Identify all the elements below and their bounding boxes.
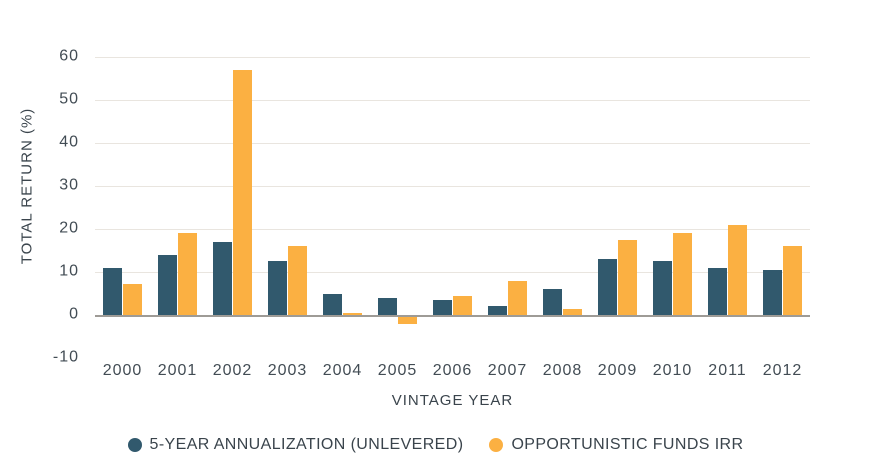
bar-2006-unlevered <box>433 299 452 315</box>
y-tick-label-30: 30 <box>59 176 79 194</box>
bar-2011-irr <box>728 224 747 315</box>
bar-2004-irr <box>343 312 362 315</box>
x-tick-label-2002: 2002 <box>212 362 253 379</box>
y-tick-label-40: 40 <box>59 133 79 151</box>
legend-dot-irr-icon <box>489 438 504 452</box>
bar-2006-irr <box>453 296 472 315</box>
x-tick-label-2006: 2006 <box>432 362 473 379</box>
gridline-30 <box>95 186 810 187</box>
legend-item-unlevered: 5-YEAR ANNUALIZATION (UNLEVERED) <box>127 436 464 454</box>
legend-label-irr: OPPORTUNISTIC FUNDS IRR <box>511 436 744 453</box>
x-tick-label-2009: 2009 <box>597 362 638 379</box>
bar-2002-irr <box>233 69 252 315</box>
bar-2008-unlevered <box>543 289 562 315</box>
y-tick-label-10: 10 <box>59 262 79 280</box>
gridline-0 <box>95 315 810 317</box>
y-tick-label-0: 0 <box>69 305 79 323</box>
bar-2011-unlevered <box>708 267 727 315</box>
x-tick-label-2008: 2008 <box>542 362 583 379</box>
bar-2012-irr <box>783 246 802 315</box>
bar-2005-irr <box>398 315 417 324</box>
bar-2001-irr <box>178 233 197 315</box>
bar-2002-unlevered <box>213 241 232 315</box>
legend-item-irr: OPPORTUNISTIC FUNDS IRR <box>489 436 743 454</box>
x-tick-label-2010: 2010 <box>652 362 693 379</box>
x-tick-label-2001: 2001 <box>157 362 198 379</box>
gridline-20 <box>95 229 810 230</box>
gridline-50 <box>95 100 810 101</box>
legend-dot-unlevered-icon <box>127 438 142 452</box>
x-tick-label-2007: 2007 <box>487 362 528 379</box>
bar-2000-irr <box>123 284 142 315</box>
bar-2012-unlevered <box>763 269 782 315</box>
y-tick-label-50: 50 <box>59 90 79 108</box>
x-tick-label-2000: 2000 <box>102 362 143 379</box>
y-tick-label-20: 20 <box>59 219 79 237</box>
y-tick-label-60: 60 <box>59 47 79 65</box>
bar-2007-irr <box>508 280 527 315</box>
gridline-10 <box>95 272 810 273</box>
bar-2003-irr <box>288 246 307 315</box>
y-tick-label--10: -10 <box>52 348 79 366</box>
bar-2000-unlevered <box>103 267 122 315</box>
x-tick-label-2004: 2004 <box>322 362 363 379</box>
x-axis-title: VINTAGE YEAR <box>391 392 514 409</box>
bar-2010-irr <box>673 233 692 315</box>
gridline-60 <box>95 57 810 58</box>
y-axis-title: TOTAL RETURN (%) <box>18 107 36 265</box>
x-tick-label-2005: 2005 <box>377 362 418 379</box>
bar-2010-unlevered <box>653 261 672 315</box>
bar-2003-unlevered <box>268 261 287 315</box>
bar-2008-irr <box>563 309 582 315</box>
gridline-40 <box>95 143 810 144</box>
bar-2004-unlevered <box>323 293 342 315</box>
x-tick-label-2003: 2003 <box>267 362 308 379</box>
x-tick-label-2011: 2011 <box>708 362 747 379</box>
legend-label-unlevered: 5-YEAR ANNUALIZATION (UNLEVERED) <box>149 436 464 453</box>
bar-2001-unlevered <box>158 254 177 315</box>
x-tick-label-2012: 2012 <box>762 362 803 379</box>
legend: 5-YEAR ANNUALIZATION (UNLEVERED) OPPORTU… <box>0 436 871 454</box>
bar-2009-irr <box>618 239 637 315</box>
bar-2009-unlevered <box>598 259 617 315</box>
bar-2005-unlevered <box>378 297 397 315</box>
bar-2007-unlevered <box>488 305 507 315</box>
plot-area: VINTAGE YEAR 60 50 40 30 20 10 0 -10 2000 2001 200… <box>53 48 810 409</box>
